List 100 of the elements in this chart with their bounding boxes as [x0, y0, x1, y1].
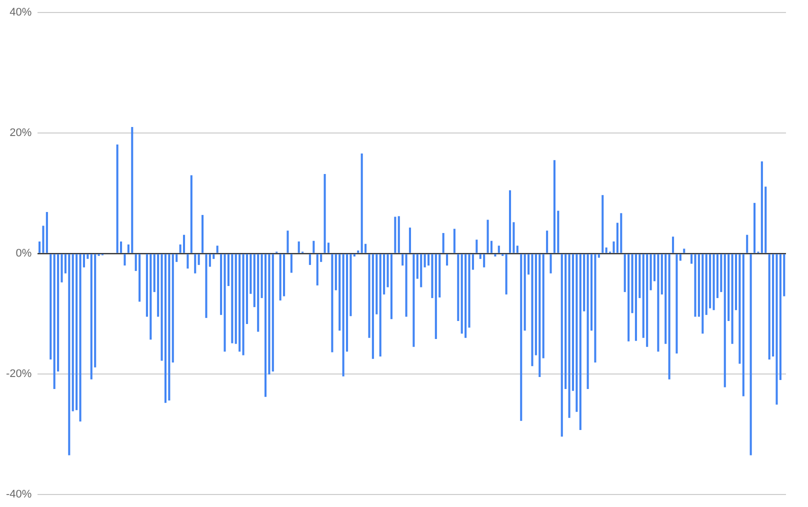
bar — [124, 254, 126, 266]
bar — [190, 175, 192, 253]
bar — [157, 254, 160, 317]
bar — [676, 254, 678, 354]
bar — [405, 254, 408, 317]
y-tick-label: 20% — [10, 127, 32, 140]
bar — [72, 254, 74, 412]
bar — [79, 254, 82, 422]
bar — [398, 216, 400, 253]
bar — [257, 254, 260, 332]
bar — [546, 230, 548, 253]
bar — [431, 254, 434, 298]
bar — [164, 254, 167, 403]
bar — [272, 254, 274, 372]
bar — [357, 250, 360, 253]
bar — [408, 228, 412, 253]
bar — [216, 246, 218, 253]
bar — [290, 254, 292, 273]
bar — [586, 254, 589, 390]
y-tick-label: -20% — [6, 368, 32, 380]
bar — [724, 254, 726, 388]
bar — [538, 254, 541, 377]
bar — [316, 254, 318, 286]
bar — [394, 216, 396, 253]
y-tick-label: -40% — [6, 488, 32, 500]
bar — [602, 195, 604, 253]
bar — [460, 254, 463, 334]
bar — [342, 254, 344, 376]
bar — [679, 254, 682, 261]
bar — [331, 254, 334, 352]
bar — [594, 254, 596, 363]
bar — [476, 240, 478, 253]
bar — [131, 127, 134, 253]
bar — [738, 254, 741, 364]
bar — [694, 254, 696, 317]
bar — [524, 254, 526, 331]
bar — [231, 254, 234, 344]
bar — [194, 254, 196, 274]
bar — [198, 254, 200, 265]
bar — [650, 254, 652, 290]
bar — [353, 254, 356, 257]
bar — [442, 233, 444, 253]
bar — [298, 241, 300, 253]
bar — [182, 234, 186, 253]
bar — [620, 213, 622, 253]
bar — [702, 254, 704, 334]
bar — [402, 254, 404, 266]
bar — [683, 248, 686, 253]
bar — [76, 254, 78, 410]
bar — [90, 254, 92, 380]
bar — [242, 254, 244, 356]
bar — [46, 212, 48, 253]
bar — [750, 254, 752, 456]
bar — [412, 254, 415, 347]
bar — [760, 161, 763, 253]
bar — [746, 234, 748, 253]
bar — [531, 254, 534, 366]
bar — [224, 254, 226, 352]
bar — [508, 190, 512, 253]
bar — [712, 254, 715, 310]
bar — [186, 254, 189, 269]
bar — [628, 254, 630, 342]
bar — [457, 254, 460, 321]
bar — [505, 254, 508, 294]
bar — [372, 254, 374, 359]
bar — [286, 230, 289, 253]
bar — [379, 254, 382, 356]
bar — [168, 254, 170, 400]
bar — [150, 254, 152, 340]
bar — [672, 236, 674, 253]
bar — [324, 174, 326, 253]
bar — [550, 254, 552, 274]
bar — [390, 254, 392, 320]
bar — [753, 202, 756, 253]
bar — [731, 254, 734, 344]
bar — [283, 254, 286, 296]
bar — [172, 254, 174, 363]
bar — [576, 254, 578, 412]
y-tick-label: 40% — [10, 6, 32, 19]
bar — [264, 254, 267, 397]
bar — [664, 254, 667, 344]
bar — [494, 254, 496, 257]
bar — [202, 214, 204, 253]
bar — [312, 240, 315, 253]
bar — [205, 254, 208, 318]
bar — [446, 254, 448, 266]
bar — [486, 220, 489, 253]
bar — [453, 228, 456, 253]
bar — [560, 254, 563, 437]
bar — [742, 254, 744, 396]
bar — [338, 254, 341, 331]
bar — [668, 254, 670, 380]
bar — [520, 254, 522, 421]
bar — [420, 254, 422, 288]
bar — [279, 254, 282, 300]
bar — [776, 254, 778, 405]
bar — [424, 254, 426, 268]
bar — [53, 254, 56, 390]
bar — [238, 254, 241, 352]
bar — [498, 246, 500, 253]
